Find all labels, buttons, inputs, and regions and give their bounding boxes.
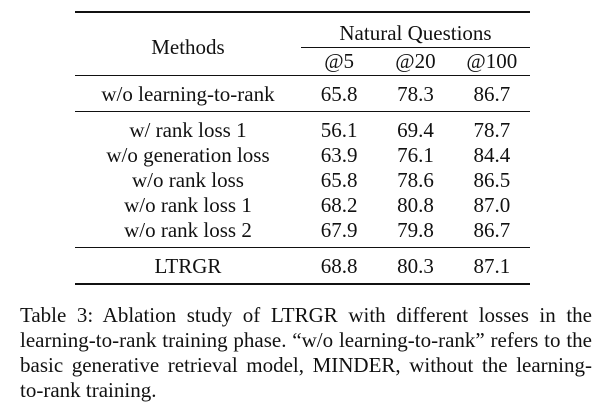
value-cell: 87.0 — [473, 193, 511, 217]
table-row-final: LTRGR 68.8 80.3 87.1 — [75, 247, 530, 284]
value-cell: 65.8 — [320, 168, 358, 192]
metric-header-at20: @20 — [377, 47, 454, 76]
value-cell: 87.1 — [473, 254, 511, 278]
table-row: w/o rank loss 2 67.9 79.8 86.7 — [75, 218, 530, 248]
method-cell: w/o rank loss 2 — [124, 218, 252, 242]
value-cell: 65.8 — [320, 82, 358, 106]
methods-header: Methods — [151, 35, 225, 59]
dataset-group-header: Natural Questions — [339, 21, 492, 45]
metric-header-at100: @100 — [453, 47, 530, 76]
method-cell: w/ rank loss 1 — [129, 118, 247, 142]
value-cell: 80.8 — [397, 193, 434, 217]
table-row: w/o generation loss 63.9 76.1 84.4 — [75, 143, 530, 168]
value-cell: 78.7 — [473, 118, 511, 142]
value-cell: 80.3 — [397, 254, 434, 278]
value-cell: 76.1 — [397, 143, 434, 167]
header-row-metrics: @5 @20 @100 — [75, 47, 530, 76]
method-cell: LTRGR — [154, 254, 222, 278]
value-cell: 68.2 — [320, 193, 358, 217]
method-cell: w/o rank loss — [131, 168, 244, 192]
value-cell: 67.9 — [320, 218, 358, 242]
value-cell: 86.5 — [473, 168, 511, 192]
value-cell: 78.3 — [397, 82, 434, 106]
value-cell: 84.4 — [473, 143, 511, 167]
table-row: w/ rank loss 1 56.1 69.4 78.7 — [75, 111, 530, 144]
ablation-table-container: Methods Natural Questions @5 @20 @100 w/… — [75, 11, 530, 285]
metric-header-at5: @5 — [300, 47, 378, 76]
table-row-baseline: w/o learning-to-rank 65.8 78.3 86.7 — [75, 75, 530, 112]
method-cell: w/o learning-to-rank — [101, 82, 275, 106]
value-cell: 56.1 — [320, 118, 358, 142]
value-cell: 79.8 — [397, 218, 434, 242]
value-cell: 86.7 — [473, 82, 511, 106]
value-cell: 68.8 — [320, 254, 358, 278]
value-cell: 78.6 — [397, 168, 434, 192]
method-cell: w/o generation loss — [106, 143, 270, 167]
value-cell: 63.9 — [320, 143, 358, 167]
method-cell: w/o rank loss 1 — [124, 193, 252, 217]
value-cell: 86.7 — [473, 218, 511, 242]
header-row-group: Methods Natural Questions — [75, 12, 530, 59]
value-cell: 69.4 — [397, 118, 434, 142]
ablation-table: Methods Natural Questions @5 @20 @100 w/… — [75, 11, 530, 285]
table-caption: Table 3: Ablation study of LTRGR with di… — [20, 303, 592, 402]
table-row: w/o rank loss 1 68.2 80.8 87.0 — [75, 193, 530, 218]
table-row: w/o rank loss 65.8 78.6 86.5 — [75, 168, 530, 193]
